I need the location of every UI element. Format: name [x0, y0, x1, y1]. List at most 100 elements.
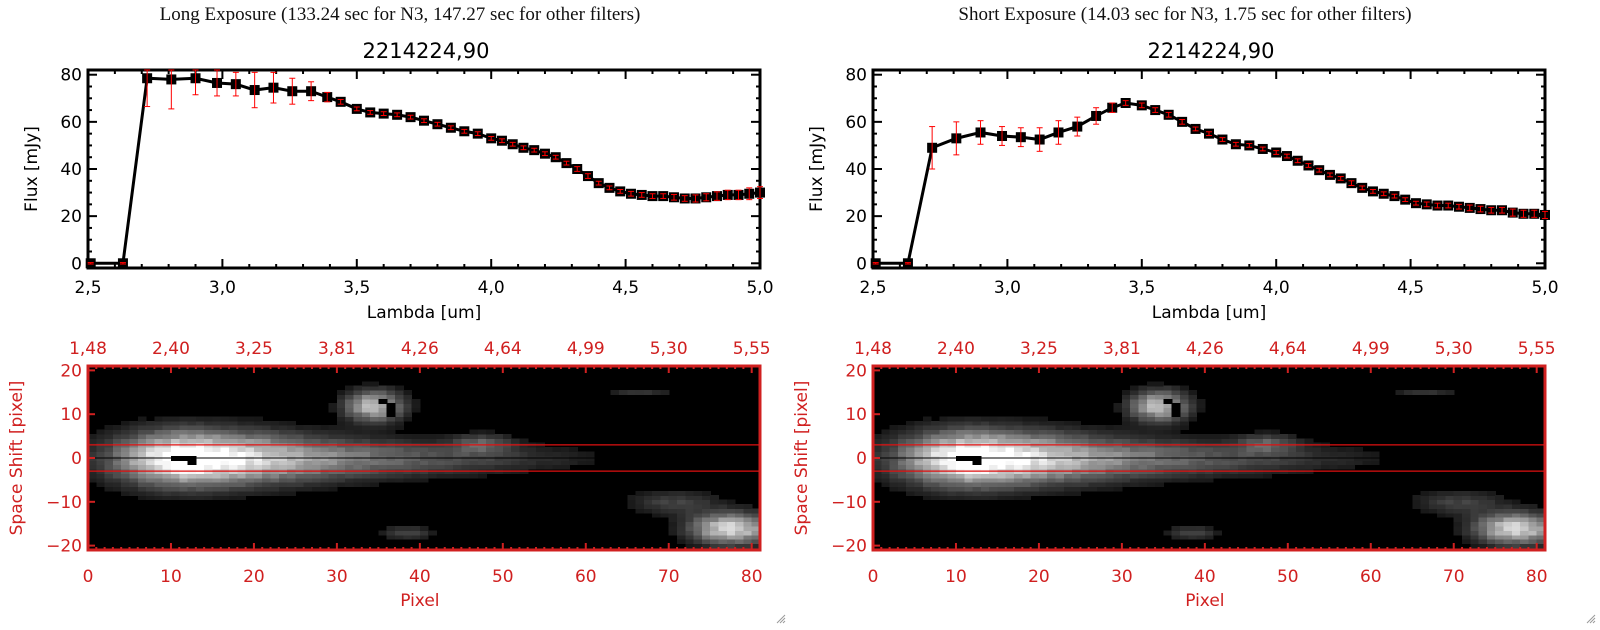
- image-pixel: [1370, 460, 1380, 466]
- image-pixel: [1179, 425, 1189, 431]
- image-pixel: [939, 464, 949, 470]
- image-pixel: [627, 390, 637, 396]
- image-pixel: [353, 464, 363, 470]
- image-pixel: [104, 451, 114, 457]
- image-pixel: [989, 490, 999, 496]
- image-pixel: [386, 473, 396, 479]
- image-pixel: [1262, 464, 1272, 470]
- image-pixel: [1014, 425, 1023, 431]
- image-pixel: [1097, 486, 1106, 492]
- image-pixel: [262, 438, 272, 444]
- image-pixel: [751, 530, 761, 536]
- image-pixel: [112, 486, 122, 492]
- image-pixel: [710, 517, 720, 523]
- image-pixel: [1047, 477, 1057, 483]
- image-pixel: [287, 447, 297, 453]
- image-pixel: [394, 447, 404, 453]
- image-pixel: [922, 486, 932, 492]
- image-pixel: [972, 490, 982, 496]
- error-bar: [724, 189, 731, 201]
- image-pixel: [1238, 447, 1247, 453]
- image-pixel: [726, 539, 736, 545]
- image-pixel: [1047, 420, 1057, 426]
- image-pixel: [1511, 512, 1521, 518]
- image-pixel: [1520, 521, 1530, 527]
- image-pixel: [1146, 473, 1156, 479]
- image-pixel: [610, 390, 620, 396]
- image-pixel: [1229, 438, 1239, 444]
- image-pixel: [1063, 429, 1073, 435]
- image-pixel: [1030, 429, 1040, 435]
- image-pixel: [1088, 477, 1098, 483]
- image-pixel: [353, 447, 363, 453]
- image-pixel: [345, 385, 355, 391]
- image-pixel: [486, 451, 496, 457]
- image-pixel: [486, 464, 496, 470]
- image-pixel: [1171, 464, 1181, 470]
- image-pixel: [179, 482, 189, 488]
- image-pixel: [1478, 521, 1488, 527]
- error-bar: [353, 106, 360, 112]
- image-pixel: [1080, 464, 1090, 470]
- image-pixel: [1138, 482, 1148, 488]
- image-pixel: [980, 473, 990, 479]
- image-pixel: [1486, 539, 1496, 545]
- image-pixel: [104, 425, 114, 431]
- image-pixel: [922, 429, 932, 435]
- image-pixel: [419, 438, 429, 444]
- error-bar: [1219, 137, 1226, 142]
- y-tick-label: 10: [60, 405, 82, 425]
- image-pixel: [906, 420, 916, 426]
- image-pixel: [897, 433, 907, 439]
- image-pixel: [1155, 403, 1164, 409]
- image-pixel: [668, 521, 678, 527]
- image-pixel: [88, 433, 97, 439]
- image-pixel: [204, 486, 214, 492]
- resize-grip-icon[interactable]: [774, 612, 786, 624]
- image-pixel: [96, 482, 106, 488]
- image-pixel: [997, 482, 1007, 488]
- image-pixel: [1412, 504, 1422, 509]
- image-pixel: [444, 447, 454, 453]
- image-pixel: [245, 429, 255, 435]
- image-pixel: [320, 460, 330, 466]
- image-pixel: [1121, 438, 1131, 444]
- image-pixel: [710, 525, 720, 531]
- image-pixel: [477, 460, 487, 466]
- image-pixel: [677, 530, 686, 536]
- image-pixel: [955, 490, 965, 496]
- image-pixel: [1462, 512, 1471, 518]
- image-pixel: [1486, 504, 1496, 509]
- image-pixel: [1155, 433, 1164, 439]
- image-pixel: [1155, 416, 1164, 422]
- image-pixel: [1097, 447, 1106, 453]
- image-pixel: [146, 486, 155, 492]
- image-pixel: [386, 416, 396, 422]
- image-pixel: [154, 416, 164, 422]
- image-pixel: [997, 473, 1007, 479]
- image-pixel: [980, 416, 990, 422]
- image-pixel: [353, 398, 363, 404]
- image-pixel: [735, 504, 745, 509]
- image-pixel: [129, 425, 139, 431]
- image-pixel: [1462, 490, 1471, 496]
- image-pixel: [1337, 464, 1347, 470]
- image-pixel: [1354, 451, 1364, 457]
- image-pixel: [137, 433, 147, 439]
- image-pixel: [997, 447, 1007, 453]
- image-pixel: [121, 490, 131, 496]
- image-pixel: [1462, 499, 1471, 505]
- image-pixel: [1055, 447, 1065, 453]
- image-pixel: [1428, 499, 1438, 505]
- image-pixel: [1121, 390, 1131, 396]
- image-pixel: [303, 438, 313, 444]
- image-pixel: [643, 390, 653, 396]
- image-pixel: [1155, 473, 1164, 479]
- resize-grip-icon[interactable]: [1584, 612, 1596, 624]
- image-pixel: [403, 525, 413, 531]
- image-pixel: [1138, 394, 1148, 400]
- image-pixel: [701, 530, 711, 536]
- image-pixel: [947, 451, 957, 457]
- image-pixel: [1312, 464, 1322, 470]
- image-pixel: [353, 425, 363, 431]
